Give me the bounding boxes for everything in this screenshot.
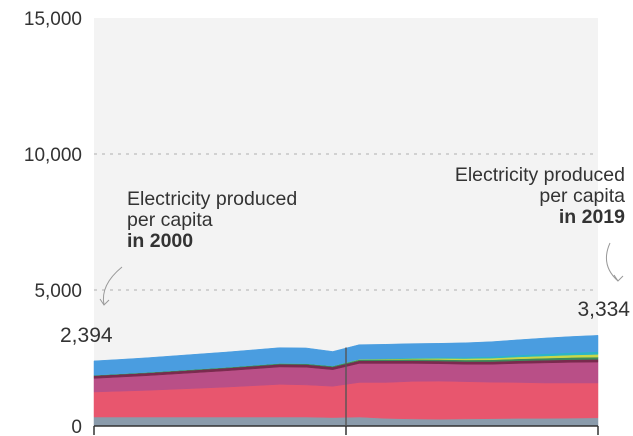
annotation-text: Electricity produced [127,188,297,210]
annotation-arrow [605,242,619,282]
annotation-arrow [102,266,123,306]
annotation-value: 2,394 [60,324,113,347]
annotation-arrowhead [99,298,110,306]
annotation-value: 3,334 [577,298,630,321]
annotation-year: in 2019 [559,206,625,228]
annotation-text: per capita [539,185,625,207]
annotation-year: in 2000 [127,230,193,252]
y-tick-label: 5,000 [34,281,82,302]
annotation-text: per capita [127,209,213,231]
axes [93,347,599,435]
y-tick-label: 15,000 [24,9,82,30]
y-tick-label: 10,000 [24,145,82,166]
annotation-text: Electricity produced [455,164,625,186]
annotation-arrowhead [613,274,624,282]
y-tick-label: 0 [71,417,82,436]
y-axis-ticks: 0 5,000 10,000 15,000 [24,9,82,436]
